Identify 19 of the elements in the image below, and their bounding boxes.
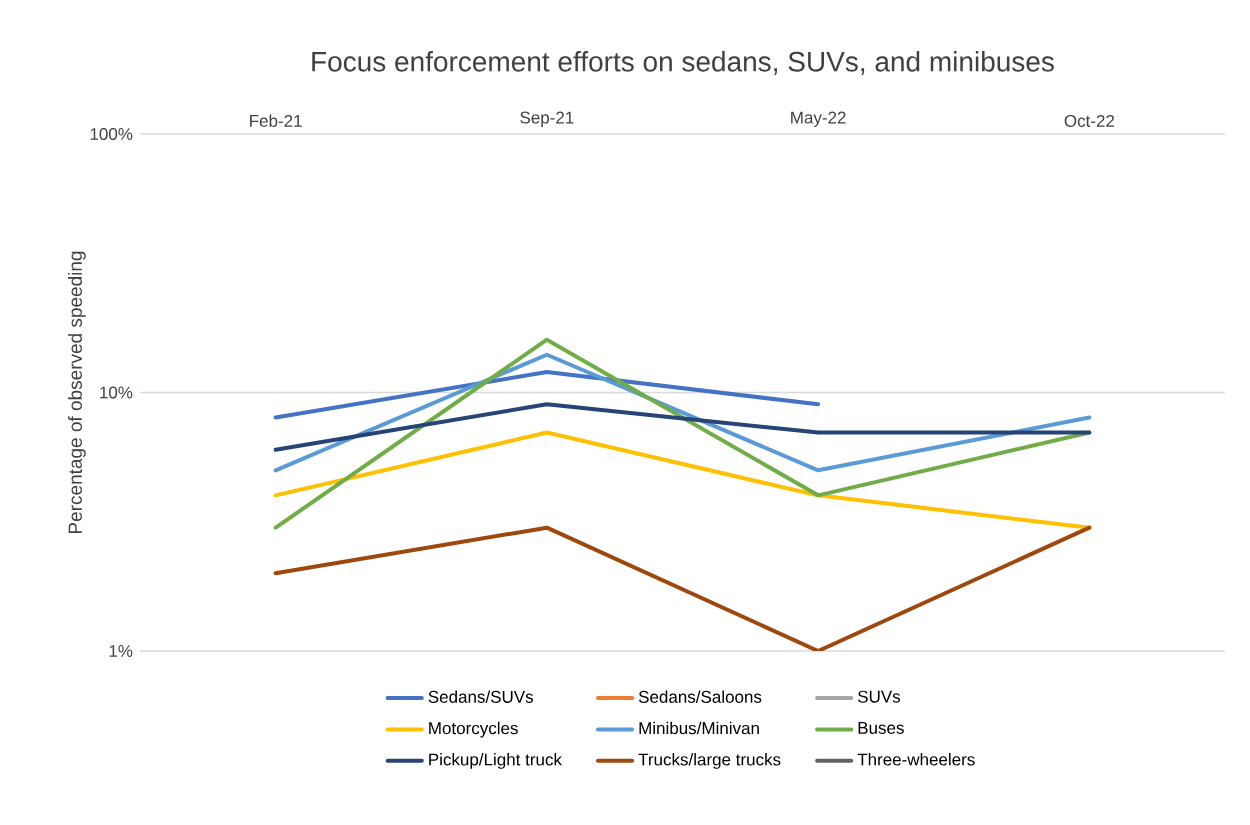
y-axis-title: Percentage of observed speeding: [68, 251, 86, 533]
chart-title: Focus enforcement efforts on sedans, SUVs, and minibuses: [312, 51, 1054, 75]
x-tick-label: Oct-22: [1064, 114, 1115, 127]
x-tick-label: May-22: [791, 111, 846, 127]
x-tick-label: Sep-21: [520, 111, 574, 127]
y-tick-label: 100%: [90, 127, 133, 140]
legend-label: Sedans/Saloons: [638, 690, 762, 703]
y-tick-label: 10%: [100, 386, 133, 399]
legend-label: Trucks/large trucks: [638, 753, 781, 769]
legend-label: SUVs: [858, 690, 901, 703]
legend-label: Buses: [858, 722, 904, 734]
legend-label: Pickup/Light truck: [429, 753, 562, 769]
legend-label: Minibus/Minivan: [639, 721, 759, 735]
legend-label: Motorcycles: [429, 721, 518, 738]
x-tick-label: Feb-21: [250, 114, 302, 127]
legend-label: Three-wheelers: [857, 753, 975, 766]
line-series: [273, 337, 1092, 530]
y-tick-label: 1%: [109, 645, 133, 657]
legend-label: Sedans/SUVs: [428, 690, 534, 703]
